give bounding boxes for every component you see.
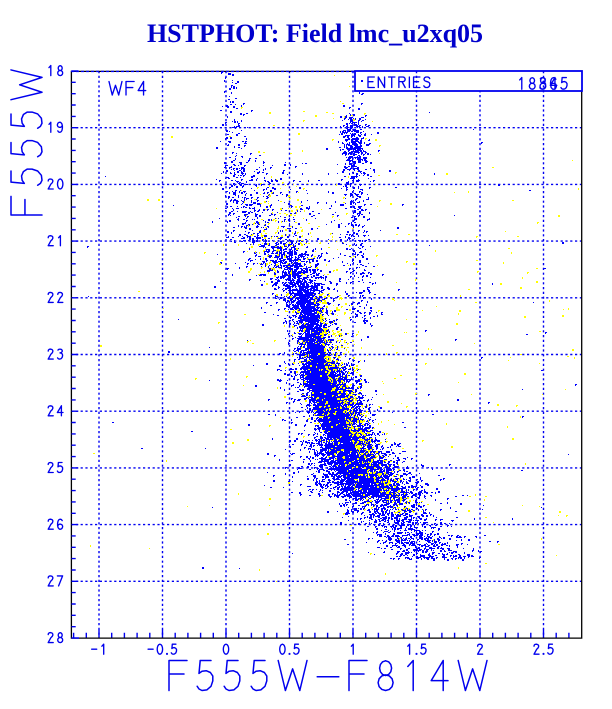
svg-text:HSTPHOT: Field lmc_u2xq05: HSTPHOT: Field lmc_u2xq05 [147, 19, 483, 48]
